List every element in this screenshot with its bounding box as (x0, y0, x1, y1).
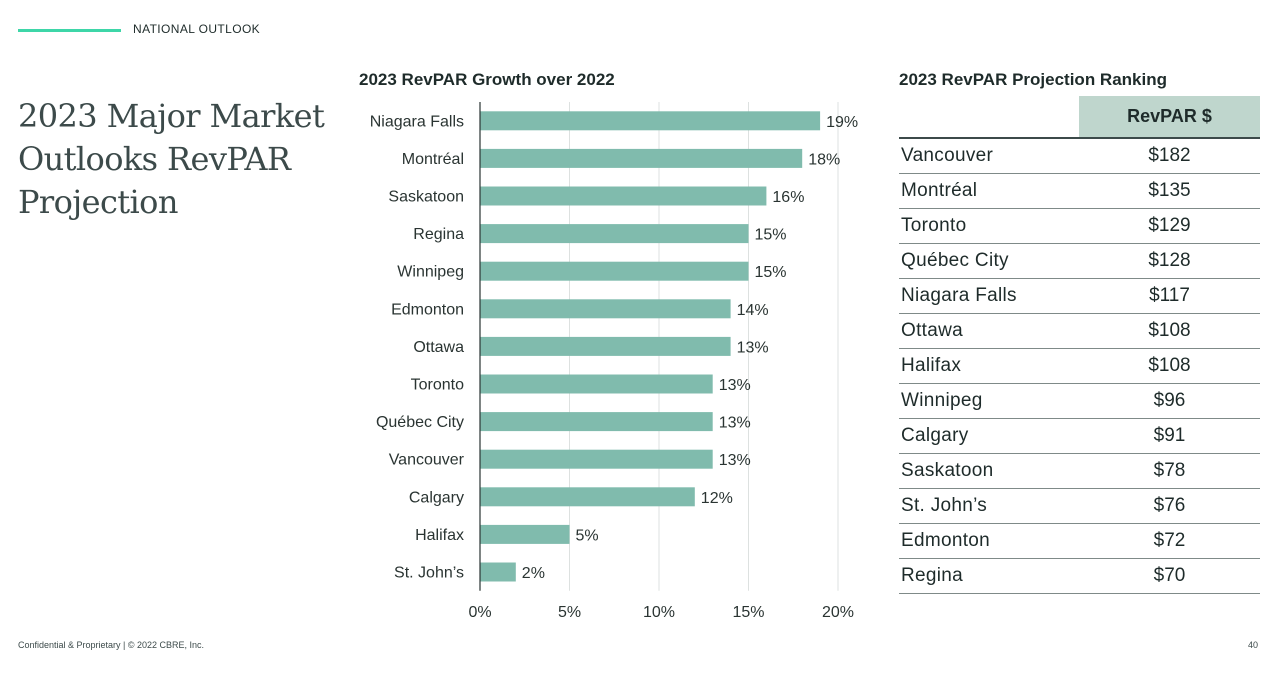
data-label: 15% (755, 227, 787, 244)
category-label: Winnipeg (397, 264, 464, 281)
data-label: 2% (522, 565, 545, 582)
city-cell: Halifax (899, 348, 1079, 384)
page-title: 2023 Major Market Outlooks RevPAR Projec… (18, 97, 325, 221)
city-cell: Winnipeg (899, 383, 1079, 419)
revpar-value-cell: $70 (1079, 558, 1260, 594)
category-label: Toronto (411, 377, 464, 394)
table-row: Regina $70 (899, 558, 1260, 594)
city-cell: Calgary (899, 418, 1079, 454)
revpar-value-cell: $135 (1079, 173, 1260, 209)
revpar-value-cell: $117 (1079, 278, 1260, 314)
revpar-value-cell: $78 (1079, 453, 1260, 489)
table-row: Vancouver $182 (899, 138, 1260, 174)
revpar-value-cell: $91 (1079, 418, 1260, 454)
category-label: Calgary (409, 489, 464, 506)
city-cell: Ottawa (899, 313, 1079, 349)
x-tick-label: 10% (643, 604, 675, 621)
bar (480, 261, 749, 281)
data-label: 5% (576, 527, 599, 544)
data-label: 13% (719, 377, 751, 394)
table-title: 2023 RevPAR Projection Ranking (899, 70, 1167, 89)
city-cell: Regina (899, 558, 1079, 594)
revpar-growth-bar-chart: 0% 5% 10% 15% 20% Niagara Falls 19% Montréal 18%… (370, 102, 858, 621)
accent-line (18, 29, 121, 32)
revpar-ranking-table: RevPAR $ Vancouver $182 Montréal $135 Toront… (899, 96, 1260, 594)
bar (480, 524, 570, 544)
revpar-value-cell: $108 (1079, 348, 1260, 384)
bar (480, 562, 516, 582)
revpar-value-cell: $76 (1079, 488, 1260, 524)
city-cell: Vancouver (899, 138, 1079, 174)
city-cell: Montréal (899, 173, 1079, 209)
category-label: Halifax (415, 527, 464, 544)
bar (480, 449, 713, 469)
x-tick-label: 5% (558, 604, 581, 621)
x-tick-label: 20% (822, 604, 854, 621)
category-label: Montréal (402, 151, 464, 168)
section-label: NATIONAL OUTLOOK (133, 22, 261, 36)
table-row: Ottawa $108 (899, 313, 1260, 349)
table-row: St. John’s $76 (899, 488, 1260, 524)
city-cell: Niagara Falls (899, 278, 1079, 314)
chart-title: 2023 RevPAR Growth over 2022 (359, 70, 615, 89)
table-header-blank (899, 96, 1079, 139)
data-label: 13% (737, 339, 769, 356)
category-label: Edmonton (391, 301, 464, 318)
table-row: Winnipeg $96 (899, 383, 1260, 419)
city-cell: Edmonton (899, 523, 1079, 559)
data-label: 16% (772, 189, 804, 206)
table-row: Toronto $129 (899, 208, 1260, 244)
table-body: Vancouver $182 Montréal $135 Toronto $129 Québ… (899, 138, 1260, 594)
data-label: 13% (719, 415, 751, 432)
data-label: 15% (755, 264, 787, 281)
footer-confidential: Confidential & Proprietary | © 2022 CBRE… (18, 640, 205, 650)
x-tick-label: 15% (732, 604, 764, 621)
city-cell: St. John’s (899, 488, 1079, 524)
data-label: 13% (719, 452, 751, 469)
category-label: St. John’s (394, 565, 464, 582)
table-row: Calgary $91 (899, 418, 1260, 454)
bar (480, 299, 731, 319)
revpar-value-cell: $72 (1079, 523, 1260, 559)
bar (480, 224, 749, 244)
data-label: 19% (826, 114, 858, 131)
category-label: Niagara Falls (370, 113, 464, 130)
revpar-value-cell: $96 (1079, 383, 1260, 419)
revpar-value-cell: $128 (1079, 243, 1260, 279)
category-label: Vancouver (389, 452, 465, 469)
bar (480, 186, 767, 206)
table-row: Edmonton $72 (899, 523, 1260, 559)
revpar-value-cell: $129 (1079, 208, 1260, 244)
category-label: Regina (413, 226, 464, 243)
page-number: 40 (1248, 640, 1259, 650)
table-header-row: RevPAR $ (899, 96, 1260, 139)
bar (480, 336, 731, 356)
category-label: Québec City (376, 414, 464, 431)
table-row: Halifax $108 (899, 348, 1260, 384)
x-tick-label: 0% (468, 604, 491, 621)
table-row: Niagara Falls $117 (899, 278, 1260, 314)
revpar-value-cell: $108 (1079, 313, 1260, 349)
data-label: 12% (701, 490, 733, 507)
revpar-value-cell: $182 (1079, 138, 1260, 174)
data-label: 14% (737, 302, 769, 319)
bar (480, 374, 713, 394)
city-cell: Québec City (899, 243, 1079, 279)
table-header-revpar: RevPAR $ (1079, 96, 1260, 139)
table-row: Saskatoon $78 (899, 453, 1260, 489)
table-row: Montréal $135 (899, 173, 1260, 209)
table-row: Québec City $128 (899, 243, 1260, 279)
bar (480, 412, 713, 432)
category-label: Saskatoon (388, 189, 464, 206)
bar (480, 487, 695, 507)
category-label: Ottawa (413, 339, 464, 356)
bar (480, 148, 803, 168)
bar (480, 111, 821, 131)
city-cell: Toronto (899, 208, 1079, 244)
city-cell: Saskatoon (899, 453, 1079, 489)
data-label: 18% (808, 151, 840, 168)
